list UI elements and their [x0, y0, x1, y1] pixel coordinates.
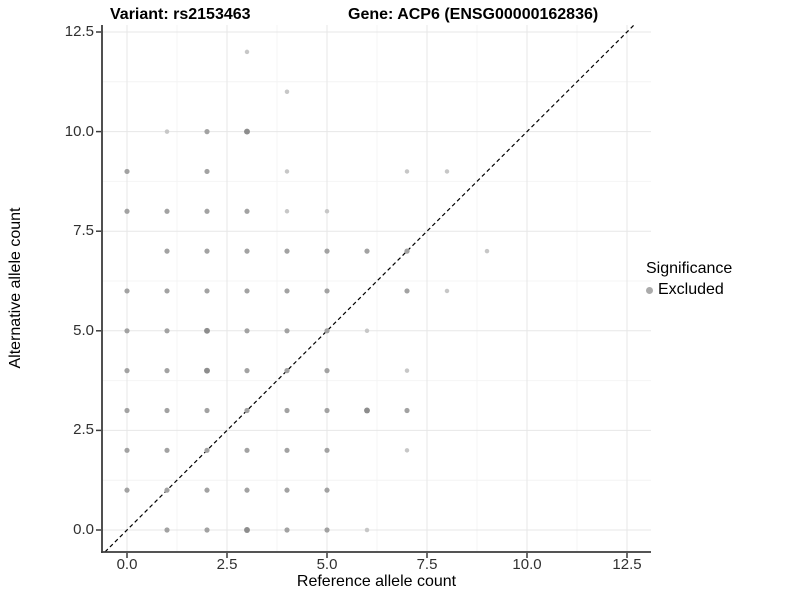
data-point [164, 248, 170, 254]
data-point [404, 248, 410, 254]
data-point [204, 407, 210, 414]
data-point [284, 487, 290, 493]
y-tick-label: 2.5 [73, 421, 94, 439]
data-point [164, 447, 170, 453]
y-tick-label: 12.5 [64, 23, 94, 40]
data-point [404, 448, 410, 453]
data-point [404, 368, 410, 373]
data-point [324, 447, 330, 453]
data-point [324, 487, 330, 493]
data-point [244, 248, 250, 254]
data-point [164, 527, 170, 533]
x-tick-label: 2.5 [216, 556, 238, 573]
plot-title-variant: Variant: rs2153463 [110, 6, 251, 23]
x-tick-label: 10.0 [512, 556, 542, 573]
data-point [404, 407, 410, 414]
data-point [324, 288, 330, 294]
y-tick-label: 10.0 [64, 122, 94, 140]
data-point [244, 49, 250, 55]
x-tick-label: 7.5 [416, 556, 438, 573]
data-point [124, 168, 130, 175]
data-point [324, 209, 330, 214]
data-point [444, 169, 450, 174]
data-point [204, 208, 210, 214]
data-point [324, 527, 330, 533]
data-point [164, 407, 170, 414]
data-point [244, 407, 250, 414]
data-point [244, 288, 250, 294]
data-point [204, 288, 210, 294]
x-tick-label: 12.5 [612, 556, 642, 573]
y-tick-label: 5.0 [73, 321, 94, 339]
data-point [124, 368, 130, 374]
legend-title: Significance [646, 260, 733, 277]
data-point [284, 447, 290, 453]
data-point [244, 128, 250, 135]
data-point [244, 208, 250, 214]
data-point [284, 288, 290, 294]
data-point [204, 367, 210, 374]
data-point [204, 487, 210, 493]
data-point [284, 89, 290, 95]
data-point [484, 248, 490, 254]
x-tick-label: 5.0 [316, 556, 338, 573]
data-point [284, 248, 290, 254]
data-point [324, 407, 330, 414]
data-point [284, 328, 290, 334]
data-point [324, 368, 330, 374]
data-point [204, 168, 210, 175]
data-point [124, 208, 130, 214]
x-tick-label: 0.0 [116, 556, 138, 573]
data-point [284, 407, 290, 414]
data-point [204, 447, 210, 453]
data-point [124, 487, 130, 493]
data-point [244, 447, 250, 453]
data-point [444, 288, 450, 294]
data-point [284, 169, 290, 174]
data-point [164, 487, 170, 493]
data-point [124, 288, 130, 294]
data-point [364, 248, 370, 254]
data-point [324, 328, 330, 334]
data-point [404, 169, 410, 174]
data-point [164, 208, 170, 214]
data-point [284, 368, 290, 374]
legend-item-label: Excluded [658, 281, 724, 298]
data-point [244, 328, 250, 334]
data-point [164, 129, 170, 134]
y-tick-label: 7.5 [73, 222, 94, 240]
data-point [284, 527, 290, 533]
x-axis-label: Reference allele count [296, 573, 457, 590]
data-point [164, 288, 170, 294]
data-point [124, 447, 130, 453]
legend: Significance Excluded [646, 260, 732, 299]
data-point [164, 328, 170, 334]
plot-title-gene: Gene: ACP6 (ENSG00000162836) [348, 6, 599, 23]
y-axis-label: Alternative allele count [7, 207, 24, 369]
data-point [244, 527, 250, 533]
legend-item-excluded: Excluded [646, 281, 732, 299]
data-point [284, 209, 290, 214]
data-point [244, 368, 250, 374]
data-point [124, 328, 130, 334]
data-point [204, 248, 210, 254]
y-tick-label: 0.0 [73, 521, 94, 538]
data-point [164, 368, 170, 374]
data-point [364, 328, 370, 334]
data-point [404, 288, 410, 294]
identity-reference-line [104, 24, 636, 553]
data-point [204, 527, 210, 533]
data-point [364, 527, 370, 533]
data-point [244, 487, 250, 493]
data-point [124, 407, 130, 414]
data-point [324, 248, 330, 254]
data-point [204, 327, 210, 334]
data-point [204, 129, 210, 135]
legend-point-icon [646, 286, 653, 294]
data-point [364, 407, 370, 414]
